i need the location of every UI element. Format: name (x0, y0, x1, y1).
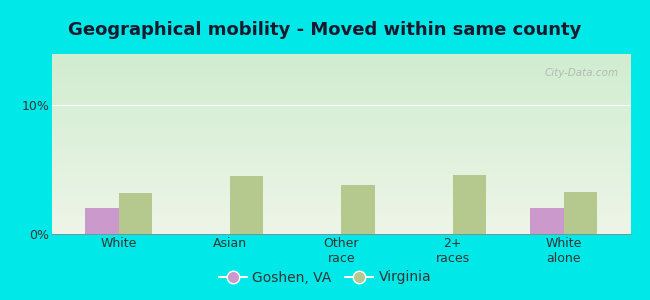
Bar (564, 192, 597, 234)
Bar (452, 175, 486, 234)
Bar (230, 176, 263, 234)
Bar (530, 208, 564, 234)
Legend: Goshen, VA, Virginia: Goshen, VA, Virginia (213, 265, 437, 290)
Bar (341, 185, 374, 234)
Bar (85, 208, 119, 234)
Text: City-Data.com: City-Data.com (545, 68, 619, 78)
Text: Geographical mobility - Moved within same county: Geographical mobility - Moved within sam… (68, 21, 582, 39)
Bar (119, 193, 152, 234)
